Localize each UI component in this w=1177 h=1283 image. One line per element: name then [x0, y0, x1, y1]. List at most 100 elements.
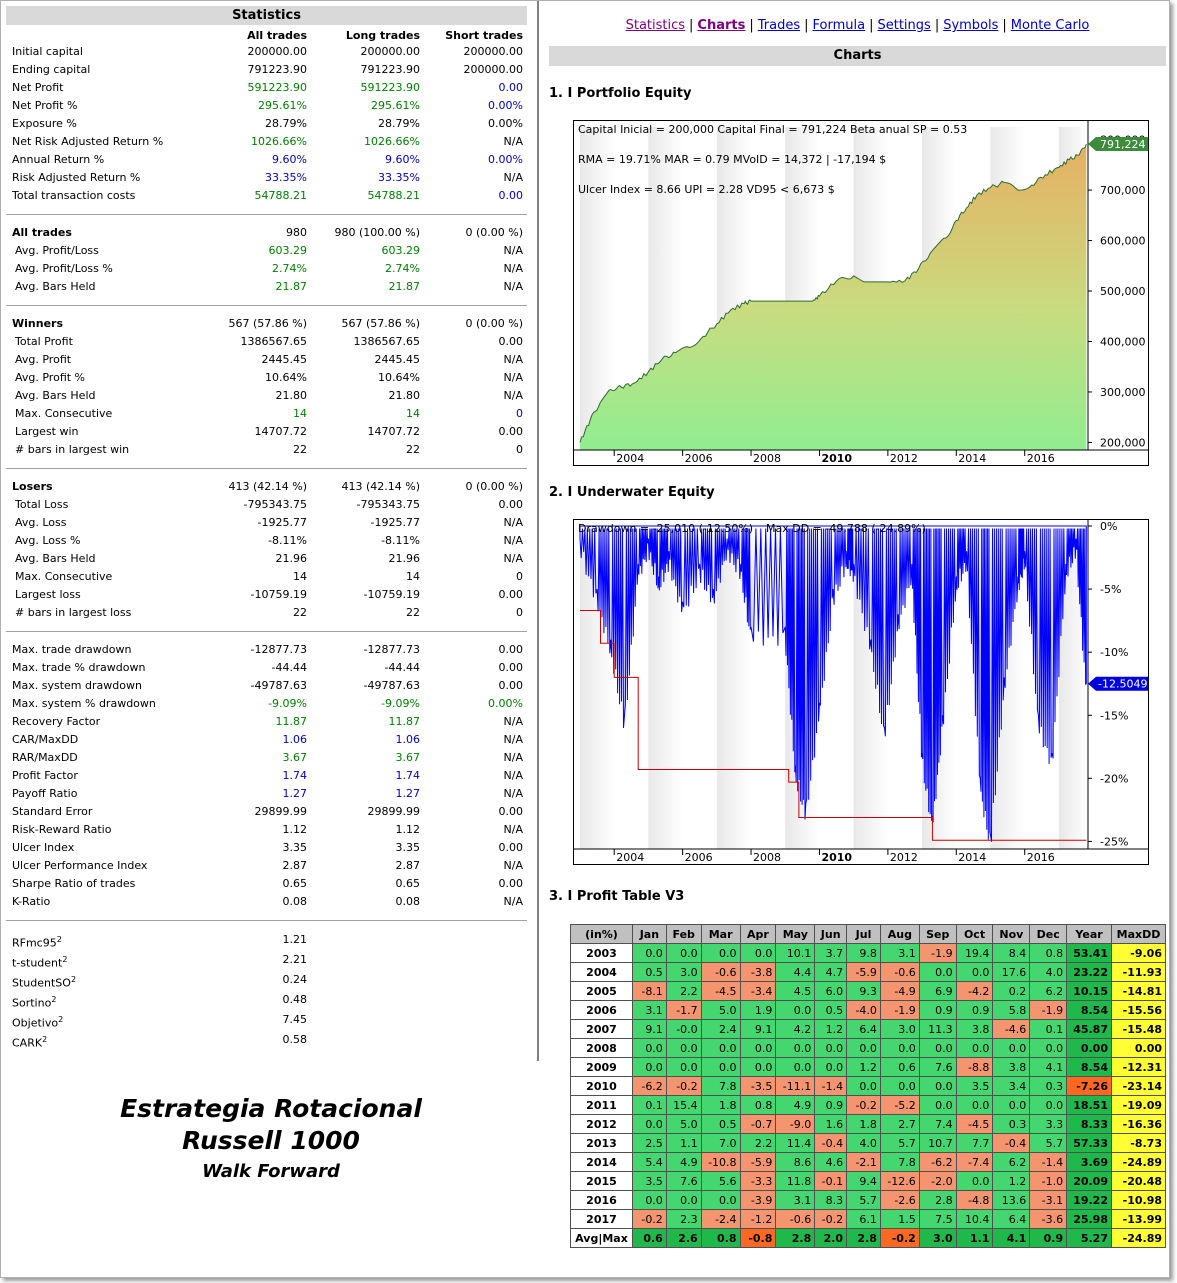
stat-value: 2.74%: [385, 262, 420, 275]
stat-value: 0.00: [498, 679, 524, 692]
stat-value: 0.00%: [488, 153, 523, 166]
cell-value: -2.6: [879, 1190, 920, 1210]
column-header: Oct: [955, 924, 994, 944]
stat-value: 1.12: [282, 823, 308, 836]
extra-metric-sup: 2: [51, 995, 57, 1004]
stat-row: Initial capital 200000.00 200000.00 200000.…: [6, 43, 527, 61]
column-header: Apr: [739, 924, 777, 944]
cell-value: 6.2: [992, 1152, 1031, 1172]
stat-value: 200000.00: [360, 45, 421, 58]
stat-row: # bars in largest loss 22 22 0: [6, 604, 527, 622]
cell-value: 11.3: [918, 1019, 957, 1039]
nav-link-formula[interactable]: Formula: [812, 18, 866, 33]
stat-value: N/A: [503, 135, 523, 148]
group-separator: [6, 920, 527, 921]
stat-value: N/A: [503, 552, 523, 565]
nav-link-monte-carlo[interactable]: Monte Carlo: [1010, 18, 1090, 33]
nav-link-statistics[interactable]: Statistics: [625, 18, 686, 33]
stat-value: 3.67: [282, 751, 308, 764]
stat-label: CAR/MaxDD: [12, 733, 79, 746]
stat-value: 0.65: [282, 877, 308, 890]
cell-value: -0.0: [665, 1019, 702, 1039]
cell-value: 7.5: [918, 1209, 957, 1229]
row-year: 2008: [570, 1038, 633, 1058]
stat-value: 0.00: [498, 425, 524, 438]
stat-row: All trades 980 980 (100.00 %) 0 (0.00 %): [6, 224, 527, 242]
stat-value: -9.09%: [268, 697, 307, 710]
stat-row: Net Risk Adjusted Return % 1026.66% 1026.6…: [6, 133, 527, 151]
extra-metric-name: Sortino: [12, 996, 52, 1010]
stat-value: 1.06: [395, 733, 421, 746]
cell-value: 3.7: [814, 943, 848, 963]
stat-label: Avg. Profit: [15, 353, 72, 366]
y-tick-label: -5%: [1100, 583, 1121, 596]
stat-value: 1.74: [395, 769, 421, 782]
stat-label: Avg. Bars Held: [15, 280, 96, 293]
nav-link-settings[interactable]: Settings: [877, 18, 931, 33]
cell-value: 3.1: [631, 1000, 667, 1020]
cell-value: -0.7: [739, 1114, 777, 1134]
cell-value: 45.87: [1066, 1019, 1112, 1039]
profit-table-row: 2011 0.1 15.4 1.8 0.8 4.9 0.9 -0.2 -5.2 0.0 0.0 0.0…: [570, 1095, 1167, 1115]
cell-value: -4.9: [879, 981, 920, 1001]
stat-value: 1.06: [282, 733, 308, 746]
extra-metric-name: StudentSO: [12, 976, 71, 990]
extra-metric-row: StudentSO2 0.24: [6, 970, 527, 990]
cell-value: -0.2: [631, 1209, 667, 1229]
stat-value: 567 (57.86 %): [341, 317, 420, 330]
cell-value: 0.0: [631, 943, 667, 963]
y-tick-label: 400,000: [1100, 335, 1146, 348]
stat-label: Avg. Bars Held: [15, 552, 96, 565]
extra-metric-value: 1.21: [282, 933, 308, 946]
stat-value: -12877.73: [250, 643, 307, 656]
stat-value: -10759.19: [363, 588, 420, 601]
cell-value: 3.69: [1066, 1152, 1112, 1172]
column-header: Sep: [918, 924, 957, 944]
stat-label: Standard Error: [12, 805, 93, 818]
y-tick-label: -15%: [1100, 709, 1128, 722]
nav-link-trades[interactable]: Trades: [757, 18, 801, 33]
stat-row: Avg. Profit/Loss 603.29 603.29 N/A: [6, 242, 527, 260]
extra-metric-value: 0.24: [282, 973, 308, 986]
cell-value: 0.9: [1029, 1228, 1068, 1248]
column-header: Jul: [846, 924, 881, 944]
cell-value: -6.2: [918, 1152, 957, 1172]
stat-value: 200000.00: [463, 45, 524, 58]
cell-value: 7.8: [879, 1152, 920, 1172]
x-tick-label: 2004: [616, 851, 644, 864]
nav-link-charts[interactable]: Charts: [697, 18, 746, 33]
row-year: Avg|Max: [570, 1228, 633, 1248]
cell-value: -1.4: [814, 1076, 848, 1096]
stat-value: -9.09%: [381, 697, 420, 710]
nav-link-symbols[interactable]: Symbols: [943, 18, 999, 33]
y-tick-label: 200,000: [1100, 436, 1146, 449]
cell-value: 8.33: [1066, 1114, 1112, 1134]
last-value-label: -12.5049: [1098, 678, 1147, 691]
extra-metric-label: RFmc952: [12, 930, 62, 954]
cell-value: 6.0: [814, 981, 848, 1001]
cell-value: -15.56: [1110, 1000, 1167, 1020]
cell-value: 7.6: [665, 1171, 702, 1191]
extra-metric-row: RFmc952 1.21: [6, 930, 527, 950]
stat-value: 980 (100.00 %): [334, 226, 420, 239]
stat-row: Avg. Bars Held 21.96 21.96 N/A: [6, 550, 527, 568]
cell-value: 0.00: [1110, 1038, 1167, 1058]
stat-value: -795343.75: [356, 498, 420, 511]
stat-value: 29899.99: [367, 805, 421, 818]
cell-value: -0.6: [775, 1209, 816, 1229]
cell-value: -5.9: [846, 962, 881, 982]
stat-label: Avg. Bars Held: [15, 389, 96, 402]
cell-value: 0.0: [700, 1057, 741, 1077]
underwater-area: [579, 525, 1087, 842]
x-tick-label: 2014: [958, 452, 986, 465]
stat-label: All trades: [12, 226, 72, 239]
stat-label: Exposure %: [12, 117, 77, 130]
cell-value: -19.09: [1110, 1095, 1167, 1115]
cell-value: 1.8: [700, 1095, 741, 1115]
column-header: Jun: [814, 924, 848, 944]
cell-value: 0.0: [739, 1038, 777, 1058]
stat-label: Largest loss: [15, 588, 81, 601]
stat-label: Avg. Profit/Loss %: [15, 262, 113, 275]
row-year: 2017: [570, 1209, 633, 1229]
cell-value: 0.0: [739, 1057, 777, 1077]
